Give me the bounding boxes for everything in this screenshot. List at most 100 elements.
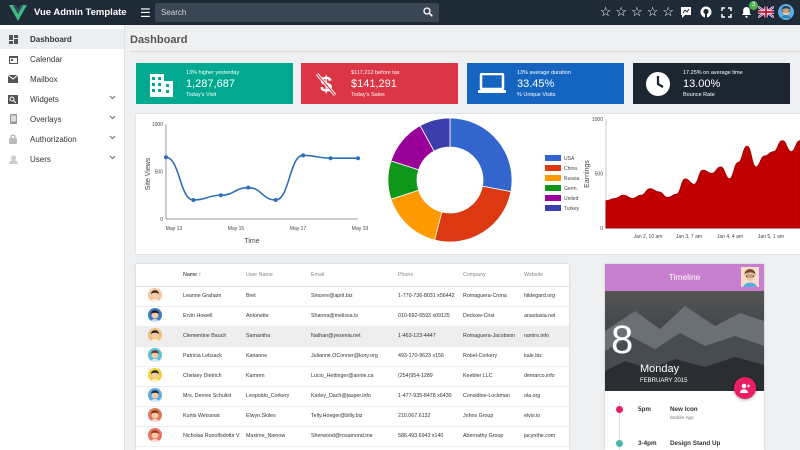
avatar xyxy=(148,307,162,322)
cell-email: Sherwood@rosamond.me xyxy=(311,426,398,447)
sidebar-item-label: Users xyxy=(30,154,51,164)
data-point xyxy=(328,156,333,161)
star-icon[interactable]: ☆ xyxy=(599,4,612,19)
table-row[interactable]: Clementine Bauch Samantha Nathan@yesenia.n… xyxy=(136,326,569,347)
stat-label: Bounce Rate xyxy=(683,91,715,98)
legend-swatch xyxy=(545,195,561,201)
timeline-header: Timeline xyxy=(605,264,764,291)
legend-label: USA xyxy=(564,156,575,162)
avatar xyxy=(148,287,162,302)
stat-value: 13.00% xyxy=(683,77,721,90)
chevron-down-icon[interactable] xyxy=(109,155,116,160)
cell-website[interactable]: elvis.io xyxy=(524,406,569,427)
chevron-down-icon[interactable] xyxy=(109,115,116,120)
clock-icon xyxy=(646,71,670,96)
chevron-down-icon[interactable] xyxy=(109,135,116,140)
menu-toggle-icon[interactable]: ☰ xyxy=(140,5,151,20)
column-header-username[interactable]: User Name xyxy=(246,264,311,287)
sidebar-item-overlays[interactable]: Overlays xyxy=(0,109,124,129)
cell-username: Samantha xyxy=(246,326,311,347)
cell-username: Karianne xyxy=(246,346,311,367)
avatar xyxy=(148,387,162,402)
sidebar-item-calendar[interactable]: Calendar xyxy=(0,49,124,69)
fullscreen-icon[interactable] xyxy=(718,4,734,20)
column-header-phone[interactable]: Phone xyxy=(398,264,463,287)
column-header-email[interactable]: Email xyxy=(311,264,398,287)
y-tick-label: 0 xyxy=(160,217,163,223)
table-row[interactable]: Patricia Lebsack Karianne Julianne.OConner… xyxy=(136,346,569,367)
cell-website[interactable]: kale.biz xyxy=(524,346,569,367)
cell-website[interactable]: hildegard.org xyxy=(524,286,569,307)
github-icon[interactable] xyxy=(698,4,714,20)
dashboard-icon xyxy=(8,34,18,44)
x-tick-label: May 13 xyxy=(166,226,183,232)
notifications-button[interactable]: 3 xyxy=(738,1,758,20)
sidebar-item-users[interactable]: Users xyxy=(0,149,124,169)
stat-label: Today's Sales xyxy=(351,91,385,98)
avatar-icon[interactable] xyxy=(741,267,759,287)
cell-username: Elwyn.Skiles xyxy=(246,406,311,427)
pie-slice xyxy=(434,185,512,243)
x-tick-label: Jan 2, 10 am xyxy=(634,234,663,240)
cell-email: Telly.Hoeger@billy.biz xyxy=(311,406,398,427)
star-icon[interactable]: ☆ xyxy=(662,4,674,19)
cell-website[interactable]: demarco.info xyxy=(524,366,569,387)
sidebar-item-label: Overlays xyxy=(30,114,62,124)
table-row[interactable]: Kurtis Weissnat Elwyn.Skiles Telly.Hoeger@… xyxy=(136,406,569,427)
star-icon[interactable]: ☆ xyxy=(646,4,659,19)
stat-label: % Unique Visits xyxy=(517,91,556,98)
laptop-icon xyxy=(478,72,506,93)
cell-website[interactable]: anastasia.net xyxy=(524,306,569,327)
legend-label: Germ. xyxy=(564,186,578,192)
star-icon[interactable]: ☆ xyxy=(631,4,643,19)
add-user-button[interactable] xyxy=(734,377,756,399)
sidebar-item-mailbox[interactable]: Mailbox xyxy=(0,69,124,89)
cell-phone: 586.493.6943 x140 xyxy=(398,426,463,447)
search-bar[interactable] xyxy=(155,3,439,22)
cell-username: Maxime_Nienow xyxy=(246,426,311,447)
cell-company: Considine-Lockman xyxy=(463,386,524,407)
add-person-icon xyxy=(740,383,750,393)
avatar xyxy=(148,327,162,342)
sidebar-item-widgets[interactable]: Widgets xyxy=(0,89,124,109)
vue-logo-icon[interactable] xyxy=(8,3,28,23)
legend-swatch xyxy=(545,155,561,161)
data-point xyxy=(301,153,306,158)
avatar xyxy=(148,347,162,362)
message-icon[interactable] xyxy=(678,4,694,20)
top-actions: ☆ ☆ ☆ ☆ ☆ 3 xyxy=(599,1,794,20)
table-row[interactable]: Nicholas Runolfsdottir V Maxime_Nienow She… xyxy=(136,426,569,447)
column-header-website[interactable]: Website xyxy=(524,264,569,287)
cell-name: Nicholas Runolfsdottir V xyxy=(183,426,246,447)
search-input[interactable] xyxy=(155,8,415,17)
cell-website[interactable]: ola.org xyxy=(524,386,569,407)
sidebar-item-dashboard[interactable]: Dashboard xyxy=(0,29,124,49)
star-icon[interactable]: ☆ xyxy=(615,4,628,19)
user-avatar[interactable] xyxy=(778,4,794,20)
search-icon[interactable] xyxy=(423,7,433,17)
column-header-name[interactable]: Name ↑ xyxy=(183,264,246,287)
cell-website[interactable]: ramiro.info xyxy=(524,326,569,347)
table-row[interactable]: Ervin Howell Antonette Shanna@melissa.tv 01… xyxy=(136,306,569,327)
cell-email: Lucio_Hettinger@annie.ca xyxy=(311,366,398,387)
legend-swatch xyxy=(545,185,561,191)
event-subtitle: Mobile App xyxy=(670,416,694,421)
column-header-company[interactable]: Company xyxy=(463,264,524,287)
cell-website[interactable]: jacynthe.com xyxy=(524,426,569,447)
legend-swatch xyxy=(545,165,561,171)
table-row[interactable]: Chelsey Dietrich Kamren Lucio_Hettinger@an… xyxy=(136,366,569,387)
table-row[interactable]: Leanne Graham Bret Sincere@april.biz 1-770-… xyxy=(136,286,569,307)
sidebar: Dashboard Calendar Mailbox Widgets Overl… xyxy=(0,25,125,450)
sidebar-item-authorization[interactable]: Authorization xyxy=(0,129,124,149)
cell-phone: (254)954-1289 xyxy=(398,366,463,387)
pie-slice xyxy=(449,117,513,193)
timeline-title: Timeline xyxy=(668,272,701,282)
chevron-down-icon[interactable] xyxy=(109,95,116,100)
uk-flag-icon[interactable] xyxy=(758,4,774,20)
avatar xyxy=(148,367,162,382)
sidebar-item-label: Authorization xyxy=(30,134,77,144)
stat-caption: 13% higher yesterday xyxy=(186,69,240,76)
table-row[interactable]: Mrs. Dennis Schulist Leopoldo_Corkery Karl… xyxy=(136,386,569,407)
calendar-icon xyxy=(8,54,18,64)
cell-name: Leanne Graham xyxy=(183,286,246,307)
